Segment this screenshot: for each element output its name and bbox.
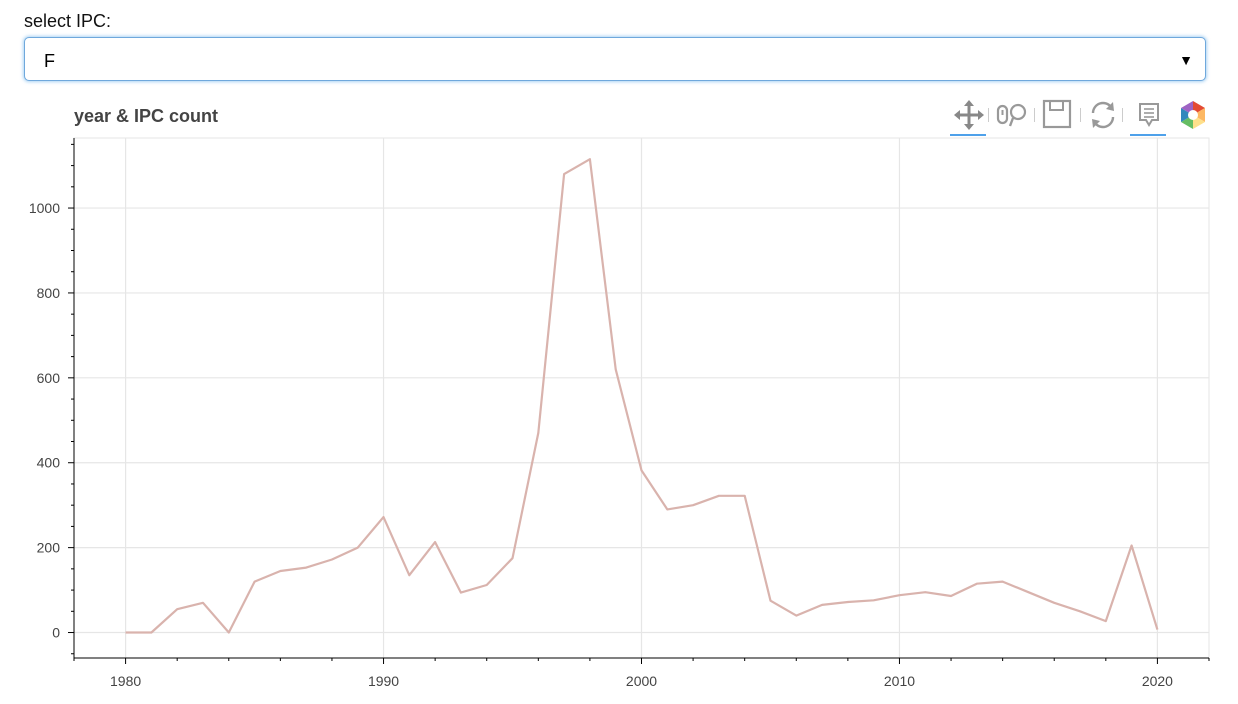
data-point[interactable] — [305, 566, 307, 568]
y-tick-label: 400 — [37, 455, 61, 471]
ipc-select-value: F — [44, 51, 55, 71]
x-tick-label: 2010 — [884, 673, 915, 689]
toolbar-separator — [1034, 108, 1035, 122]
data-point[interactable] — [924, 591, 926, 593]
data-point[interactable] — [408, 574, 410, 576]
hover-icon — [1139, 103, 1159, 127]
y-tick-label: 800 — [37, 285, 61, 301]
data-point[interactable] — [486, 584, 488, 586]
chevron-down-icon: ▼ — [1179, 52, 1193, 68]
bokeh-logo-link[interactable] — [1174, 96, 1214, 136]
data-point[interactable] — [1156, 628, 1158, 630]
data-point[interactable] — [666, 508, 668, 510]
data-point[interactable] — [331, 558, 333, 560]
data-point[interactable] — [795, 614, 797, 616]
toolbar-separator — [988, 108, 989, 122]
series-line — [125, 158, 1159, 634]
data-point[interactable] — [1053, 602, 1055, 604]
data-point[interactable] — [898, 594, 900, 596]
data-point[interactable] — [847, 601, 849, 603]
data-point[interactable] — [357, 546, 359, 548]
hover-tool[interactable] — [1126, 96, 1166, 136]
grid — [74, 138, 1209, 658]
reset-tool[interactable] — [1084, 96, 1124, 136]
data-point[interactable] — [434, 541, 436, 543]
data-point[interactable] — [589, 158, 591, 160]
y-tick-label: 0 — [52, 625, 60, 641]
data-point[interactable] — [743, 495, 745, 497]
data-point[interactable] — [253, 580, 255, 582]
series-layer — [124, 158, 1159, 634]
data-point[interactable] — [872, 599, 874, 601]
chart-title: year & IPC count — [74, 106, 219, 126]
toolbar-separator — [1080, 108, 1081, 122]
data-point[interactable] — [460, 591, 462, 593]
data-point[interactable] — [511, 557, 513, 559]
x-tick-label: 2020 — [1142, 673, 1173, 689]
select-ipc-label: select IPC: — [24, 11, 112, 31]
data-point[interactable] — [1105, 620, 1107, 622]
data-point[interactable] — [1079, 610, 1081, 612]
data-point[interactable] — [718, 495, 720, 497]
data-point[interactable] — [692, 504, 694, 506]
data-point[interactable] — [976, 583, 978, 585]
data-point[interactable] — [124, 631, 126, 633]
data-point[interactable] — [150, 631, 152, 633]
wheel-zoom-tool[interactable] — [992, 96, 1032, 136]
y-tick-label: 200 — [37, 540, 61, 556]
x-tick-label: 1980 — [110, 673, 141, 689]
pan-icon — [954, 100, 984, 130]
save-tool[interactable] — [1038, 96, 1078, 136]
data-point[interactable] — [228, 631, 230, 633]
data-point[interactable] — [769, 599, 771, 601]
pan-tool[interactable] — [946, 96, 986, 136]
reset-icon — [1091, 101, 1115, 129]
x-tick-label: 2000 — [626, 673, 657, 689]
ipc-select[interactable]: F ▼ — [24, 37, 1206, 81]
y-tick-label: 1000 — [29, 200, 60, 216]
data-point[interactable] — [950, 595, 952, 597]
wheel-zoom-icon — [996, 103, 1027, 127]
data-point[interactable] — [279, 570, 281, 572]
bokeh-logo — [1181, 101, 1205, 129]
line-chart[interactable]: 0 200 400 600 800 1000 1980 1990 2000 2010 2020 — [0, 130, 1238, 704]
data-point[interactable] — [1001, 580, 1003, 582]
data-point[interactable] — [563, 173, 565, 175]
data-point[interactable] — [1027, 591, 1029, 593]
data-point[interactable] — [1130, 544, 1132, 546]
data-point[interactable] — [615, 368, 617, 370]
data-point[interactable] — [821, 604, 823, 606]
plot-toolbar — [940, 96, 1215, 136]
y-tick-label: 600 — [37, 370, 61, 386]
data-point[interactable] — [176, 608, 178, 610]
axes: 0 200 400 600 800 1000 1980 1990 2000 2010 2020 — [29, 138, 1210, 689]
data-point[interactable] — [202, 602, 204, 604]
data-point[interactable] — [640, 469, 642, 471]
x-tick-label: 1990 — [368, 673, 399, 689]
data-point[interactable] — [537, 432, 539, 434]
data-point[interactable] — [382, 516, 384, 518]
toolbar-separator — [1122, 108, 1123, 122]
save-icon — [1042, 99, 1072, 129]
